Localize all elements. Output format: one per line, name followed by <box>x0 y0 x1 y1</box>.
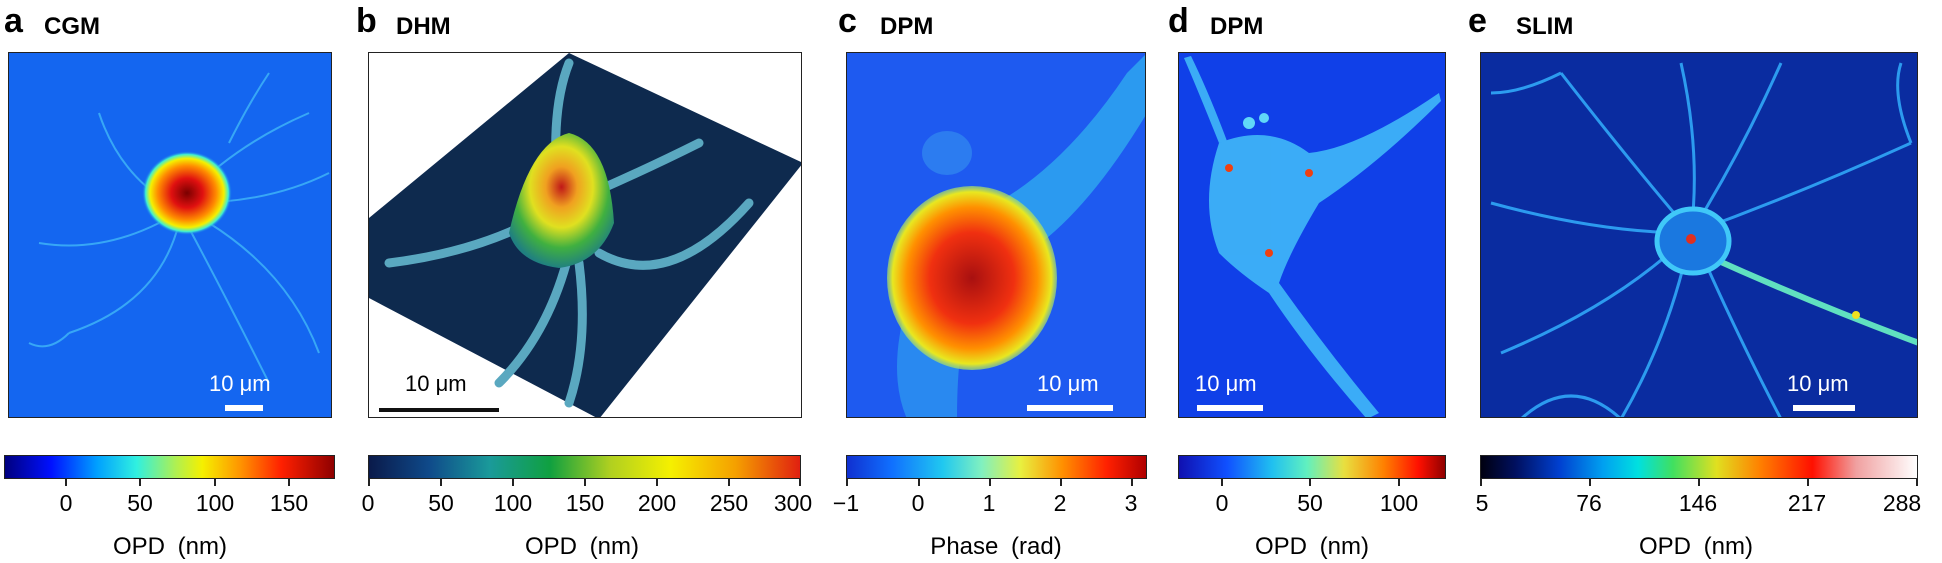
colorbar-tick <box>846 479 848 486</box>
colorbar-tick <box>1807 479 1809 486</box>
colorbar-tick-label: 0 <box>1215 490 1229 516</box>
colorbar-tick <box>368 479 370 486</box>
colorbar-tick-label: 100 <box>1379 490 1419 516</box>
dpm-neuron-image: 10 μm <box>1178 52 1446 418</box>
colorbar-tick <box>214 479 216 486</box>
colorbar-tick <box>1698 479 1700 486</box>
colorbar-tick <box>512 479 514 486</box>
colorbar-title: Phase (rad) <box>930 533 1062 560</box>
colorbar-tick <box>1398 479 1400 486</box>
colorbar-tick <box>1916 479 1918 486</box>
colorbar-tick <box>799 479 801 486</box>
panel-letter: c <box>838 2 857 40</box>
panel-method-label: DPM <box>1210 13 1264 40</box>
colorbar-tick <box>1480 479 1482 486</box>
colorbar-tick-label: 50 <box>1297 490 1323 516</box>
colorbar-tick-label: 0 <box>361 490 375 516</box>
colorbar-title: OPD (nm) <box>1255 533 1369 560</box>
colorbar-title: OPD (nm) <box>113 533 227 560</box>
panel-method-label: CGM <box>44 13 100 40</box>
colorbar-tick-label: 0 <box>911 490 925 516</box>
colorbar-tick-label: 250 <box>709 490 749 516</box>
colorbar-tick <box>1131 479 1133 486</box>
colorbar-tick-label: 5 <box>1475 490 1489 516</box>
cgm-neuron-image: 10 μm <box>8 52 332 418</box>
colorbar-tick-label: 300 <box>773 490 813 516</box>
panel-method-label: DPM <box>880 13 934 40</box>
colorbar <box>846 455 1147 479</box>
colorbar-tick-label: 150 <box>269 490 309 516</box>
colorbar-tick <box>728 479 730 486</box>
colorbar-tick-label: 100 <box>195 490 235 516</box>
colorbar-tick-label: 50 <box>127 490 153 516</box>
panel-method-label: SLIM <box>1516 13 1574 40</box>
colorbar-tick-label: 288 <box>1882 490 1922 516</box>
colorbar <box>368 455 801 479</box>
colorbar-tick-label: −1 <box>832 490 860 516</box>
scale-bar <box>1197 405 1263 411</box>
scale-bar-label: 10 μm <box>1037 371 1099 396</box>
colorbar-tick <box>1589 479 1591 486</box>
panel-method-label: DHM <box>396 13 451 40</box>
colorbar-tick <box>1309 479 1311 486</box>
panel-letter: a <box>4 2 23 40</box>
colorbar-tick <box>584 479 586 486</box>
colorbar-tick-label: 200 <box>637 490 677 516</box>
colorbar-tick-label: 0 <box>59 490 73 516</box>
colorbar-tick-label: 1 <box>982 490 996 516</box>
colorbar-tick <box>139 479 141 486</box>
colorbar <box>1178 455 1446 479</box>
panel-letter: b <box>356 2 377 40</box>
colorbar-title: OPD (nm) <box>525 533 639 560</box>
colorbar-tick-label: 50 <box>428 490 454 516</box>
scale-bar-label: 10 μm <box>1787 371 1849 396</box>
colorbar-title: OPD (nm) <box>1639 533 1753 560</box>
colorbar-tick-label: 150 <box>565 490 605 516</box>
colorbar <box>4 455 335 479</box>
colorbar-tick <box>656 479 658 486</box>
colorbar-tick <box>440 479 442 486</box>
slim-neuron-image: 10 μm <box>1480 52 1918 418</box>
colorbar-tick-label: 146 <box>1678 490 1718 516</box>
colorbar-tick-label: 3 <box>1124 490 1138 516</box>
colorbar-tick <box>918 479 920 486</box>
scale-bar-label: 10 μm <box>1195 371 1257 396</box>
colorbar-tick <box>65 479 67 486</box>
colorbar-tick-label: 76 <box>1576 490 1602 516</box>
colorbar-tick <box>1060 479 1062 486</box>
scale-bar <box>225 405 263 411</box>
colorbar-tick <box>288 479 290 486</box>
scale-bar <box>1027 405 1113 411</box>
colorbar-tick-label: 2 <box>1053 490 1067 516</box>
scale-bar-label: 10 μm <box>405 371 467 396</box>
colorbar-tick-label: 100 <box>493 490 533 516</box>
scale-bar <box>1793 405 1855 411</box>
colorbar-tick-label: 217 <box>1787 490 1827 516</box>
dhm-3d-surface-image: 10 μm <box>368 52 802 418</box>
colorbar <box>1480 455 1918 479</box>
colorbar-tick <box>1221 479 1223 486</box>
colorbar-tick <box>989 479 991 486</box>
panel-letter: e <box>1468 2 1487 40</box>
dpm-phase-image: 10 μm <box>846 52 1146 418</box>
panel-letter: d <box>1168 2 1189 40</box>
scale-bar-label: 10 μm <box>209 371 271 396</box>
